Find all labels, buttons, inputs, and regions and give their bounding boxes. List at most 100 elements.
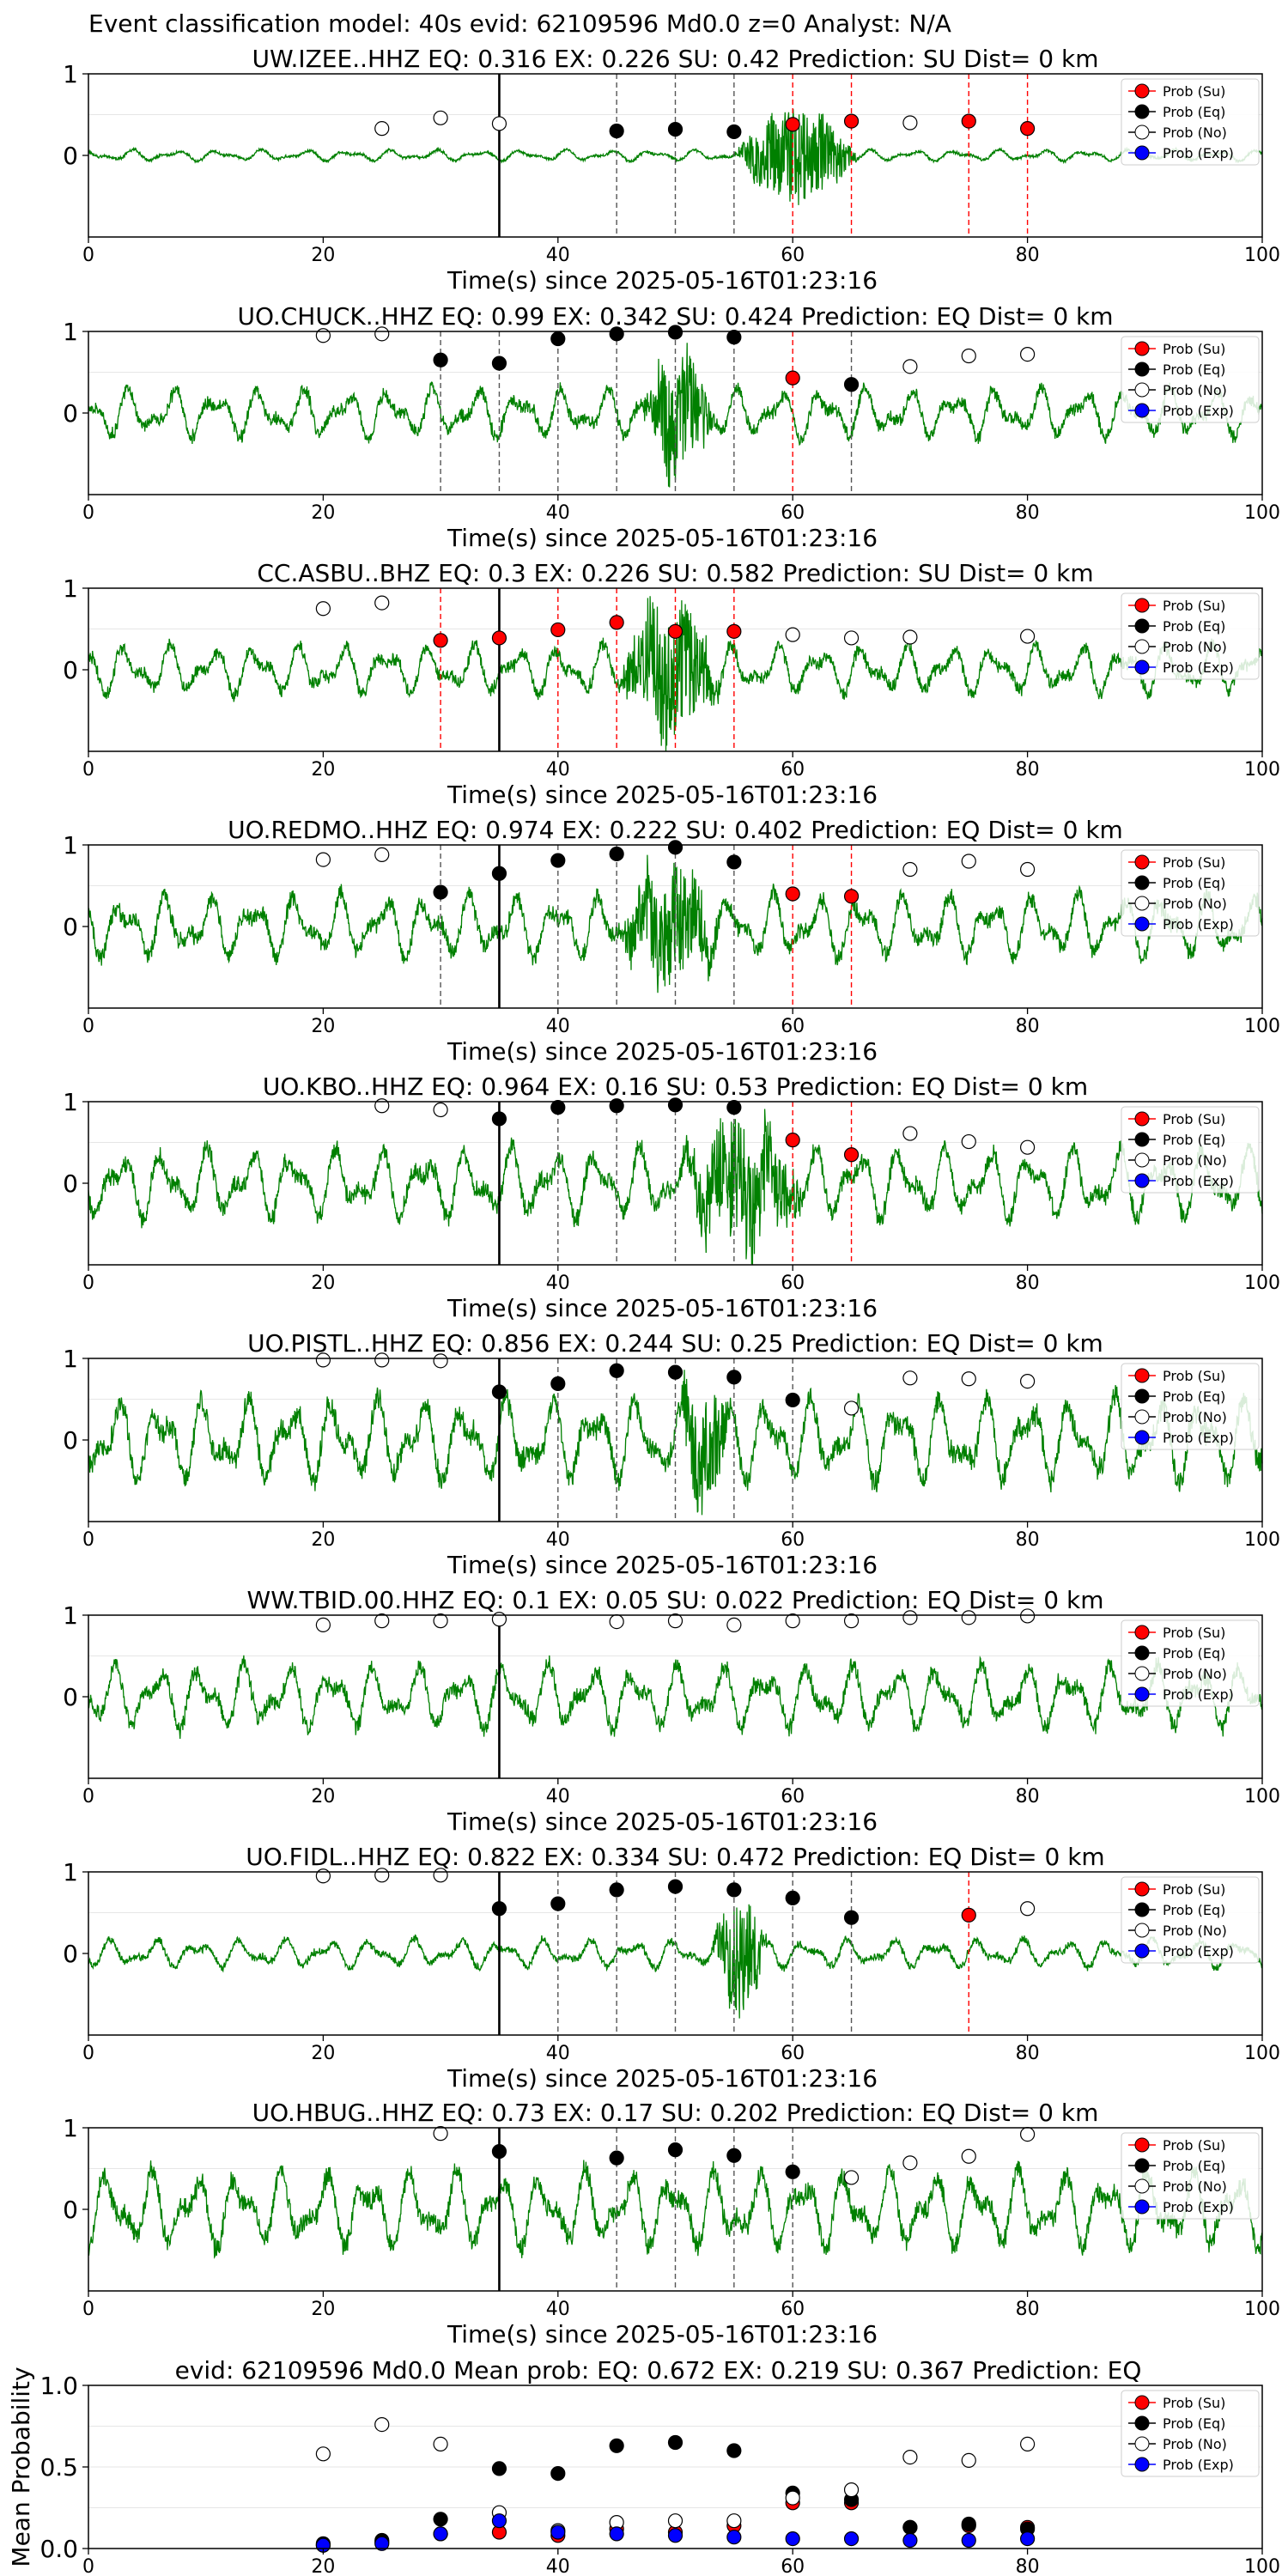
mean-point-eq-5: [609, 2438, 624, 2453]
x-axis-label: Time(s) since 2025-05-16T01:23:16: [447, 266, 878, 295]
station-panel-6: WW.TBID.00.HHZ EQ: 0.1 EX: 0.05 SU: 0.02…: [63, 1586, 1280, 1836]
prob-point-eq-4: [667, 122, 683, 137]
prob-point-no-10: [902, 1370, 918, 1386]
prob-point-su-10: [961, 1907, 976, 1923]
mean-point-no-12: [1019, 2436, 1036, 2451]
station-panel-5: UO.PISTL..HHZ EQ: 0.856 EX: 0.244 SU: 0.…: [63, 1329, 1280, 1579]
legend-label-1: Prob (Eq): [1163, 104, 1225, 120]
prob-point-eq-4: [550, 853, 566, 868]
prob-point-no-5: [667, 1613, 683, 1629]
legend-label-0: Prob (Su): [1163, 854, 1225, 871]
legend-box: [1121, 2390, 1260, 2477]
prob-point-no-9: [1019, 2127, 1036, 2142]
x-tick-label-3: 60: [781, 1273, 805, 1294]
legend-label-0: Prob (Su): [1163, 1111, 1225, 1127]
legend-label-0: Prob (Su): [1163, 1881, 1225, 1898]
mean-point-exp-1: [374, 2536, 390, 2551]
prob-point-eq-3: [550, 1100, 566, 1115]
mean-point-no-2: [433, 2436, 448, 2451]
legend-label-3: Prob (Exp): [1163, 145, 1234, 161]
prob-point-no-1: [433, 1102, 448, 1118]
prob-point-no-1: [374, 847, 390, 863]
prob-point-eq-5: [609, 846, 624, 862]
prob-point-no-9: [902, 1610, 918, 1625]
mean-point-no-7: [726, 2513, 742, 2529]
x-tick-label-1: 20: [311, 502, 335, 524]
prob-point-no-8: [785, 627, 800, 642]
prob-point-su-9: [843, 889, 860, 904]
legend-label-0: Prob (Su): [1163, 598, 1225, 614]
prob-point-no-8: [843, 1613, 860, 1629]
legend-label-2: Prob (No): [1163, 639, 1227, 655]
x-tick-label-0: 0: [82, 2043, 94, 2064]
x-tick-label-2: 40: [546, 2043, 570, 2064]
legend-marker-3: [1134, 2457, 1150, 2472]
x-tick-label-2: 40: [546, 2299, 570, 2320]
x-tick-label-1: 20: [311, 2299, 335, 2320]
mean-point-exp-7: [726, 2530, 742, 2545]
legend-label-2: Prob (No): [1163, 896, 1227, 912]
prob-point-eq-8: [785, 1890, 800, 1905]
y-tick-label-1: 1: [63, 574, 78, 603]
x-tick-label-3: 60: [781, 2556, 805, 2576]
prob-point-eq-5: [609, 1363, 624, 1378]
legend-marker-3: [1134, 1173, 1150, 1188]
prob-point-no-10: [902, 629, 918, 645]
x-tick-label-4: 80: [1016, 759, 1040, 781]
prob-point-no-1: [374, 1613, 390, 1629]
x-tick-label-3: 60: [781, 1529, 805, 1551]
mean-point-exp-9: [843, 2531, 860, 2547]
prob-point-su-4: [550, 622, 566, 638]
x-tick-label-0: 0: [82, 502, 94, 524]
legend-marker-0: [1134, 854, 1150, 870]
prob-point-no-0: [315, 601, 331, 617]
prob-point-su-8: [843, 1147, 860, 1163]
x-tick-label-2: 40: [546, 1016, 570, 1037]
x-tick-label-4: 80: [1016, 1529, 1040, 1551]
legend-marker-1: [1134, 104, 1150, 119]
x-tick-label-3: 60: [781, 2299, 805, 2320]
x-tick-label-4: 80: [1016, 2556, 1040, 2576]
prob-point-no-8: [902, 115, 918, 131]
legend-marker-0: [1134, 1368, 1150, 1383]
mean-point-exp-4: [550, 2524, 566, 2540]
legend-box: [1121, 78, 1260, 166]
x-tick-label-5: 100: [1244, 759, 1280, 781]
legend-marker-3: [1134, 1430, 1150, 1445]
x-tick-label-4: 80: [1016, 1273, 1040, 1294]
x-tick-label-4: 80: [1016, 502, 1040, 524]
x-tick-label-4: 80: [1016, 1016, 1040, 1037]
x-tick-label-1: 20: [311, 245, 335, 266]
panel-title: evid: 62109596 Md0.0 Mean prob: EQ: 0.67…: [175, 2356, 1142, 2385]
prob-point-no-12: [1019, 347, 1036, 362]
legend-marker-1: [1134, 2158, 1150, 2173]
y-tick-label-0: 0: [63, 2196, 78, 2224]
legend-marker-0: [1134, 83, 1150, 99]
prob-point-no-1: [374, 326, 390, 342]
mean-point-eq-2: [433, 2512, 448, 2527]
prob-point-no-7: [785, 1613, 800, 1629]
legend-label-1: Prob (Eq): [1163, 1645, 1225, 1662]
x-tick-label-1: 20: [311, 2043, 335, 2064]
legend-label-1: Prob (Eq): [1163, 1902, 1225, 1918]
legend-label-0: Prob (Su): [1163, 83, 1225, 100]
prob-point-eq-4: [550, 1376, 566, 1392]
y-tick-label-1: 1: [63, 318, 78, 346]
legend-label-2: Prob (No): [1163, 1666, 1227, 1682]
legend-marker-3: [1134, 403, 1150, 418]
mean-point-no-10: [902, 2450, 918, 2465]
prob-point-no-11: [1019, 1901, 1036, 1917]
legend-marker-3: [1134, 2199, 1150, 2215]
legend-marker-2: [1134, 2178, 1150, 2194]
legend-marker-1: [1134, 1645, 1150, 1661]
y-tick-label-1: 1: [63, 1601, 78, 1630]
waveform-trace: [88, 1655, 1263, 1740]
x-tick-label-1: 20: [311, 1529, 335, 1551]
legend-marker-2: [1134, 382, 1150, 398]
y-tick-label-1: 1: [63, 60, 78, 88]
legend-marker-3: [1134, 145, 1150, 161]
legend-label-0: Prob (Su): [1163, 1625, 1225, 1641]
legend-marker-0: [1134, 341, 1150, 356]
x-tick-label-0: 0: [82, 1786, 94, 1807]
prob-point-no-2: [433, 1613, 448, 1629]
